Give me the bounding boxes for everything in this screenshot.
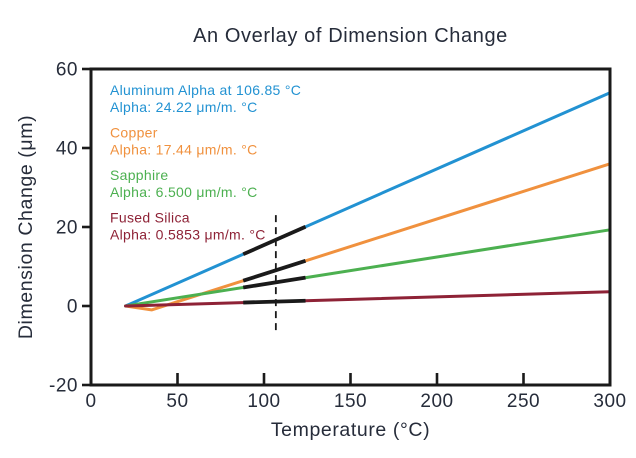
legend-fused-silica-name: Fused Silica xyxy=(110,210,190,226)
x-tick-label: 100 xyxy=(247,391,280,412)
y-axis-label: Dimension Change (μm) xyxy=(15,115,37,339)
y-tick-label: 0 xyxy=(67,297,78,318)
highlight-segment-fused-silica xyxy=(243,298,306,305)
series-line-aluminum xyxy=(124,91,612,308)
highlight-segment-aluminum xyxy=(242,225,307,256)
x-axis-label: Temperature (°C) xyxy=(271,419,430,441)
legend-aluminum-alpha: Alpha: 24.22 μm/m. °C xyxy=(110,99,258,115)
y-tick-label: 60 xyxy=(56,60,78,81)
y-tick-label: 40 xyxy=(56,139,78,160)
legend-fused-silica-alpha: Alpha: 0.5853 μm/m. °C xyxy=(110,227,266,243)
legend-copper-name: Copper xyxy=(110,125,158,141)
legend-sapphire-name: Sapphire xyxy=(110,167,168,183)
series-line-copper xyxy=(124,162,612,312)
series-line-fused-silica xyxy=(124,290,612,308)
series-line-sapphire xyxy=(124,228,612,308)
x-tick-label: 50 xyxy=(166,391,188,412)
chart-title: An Overlay of Dimension Change xyxy=(193,25,508,47)
x-tick-label: 200 xyxy=(420,391,453,412)
y-tick-label: -20 xyxy=(49,376,78,397)
x-tick-label: 250 xyxy=(507,391,540,412)
x-tick-label: 300 xyxy=(593,391,626,412)
highlight-segment-sapphire xyxy=(242,275,306,290)
y-tick-label: 20 xyxy=(56,218,78,239)
legend-sapphire-alpha: Alpha: 6.500 μm/m. °C xyxy=(110,184,258,200)
legend-copper-alpha: Alpha: 17.44 μm/m. °C xyxy=(110,142,258,158)
highlight-segment-copper xyxy=(242,259,307,283)
x-tick-label: 0 xyxy=(85,391,96,412)
legend-aluminum-name: Aluminum Alpha at 106.85 °C xyxy=(110,82,301,98)
x-tick-label: 150 xyxy=(334,391,367,412)
